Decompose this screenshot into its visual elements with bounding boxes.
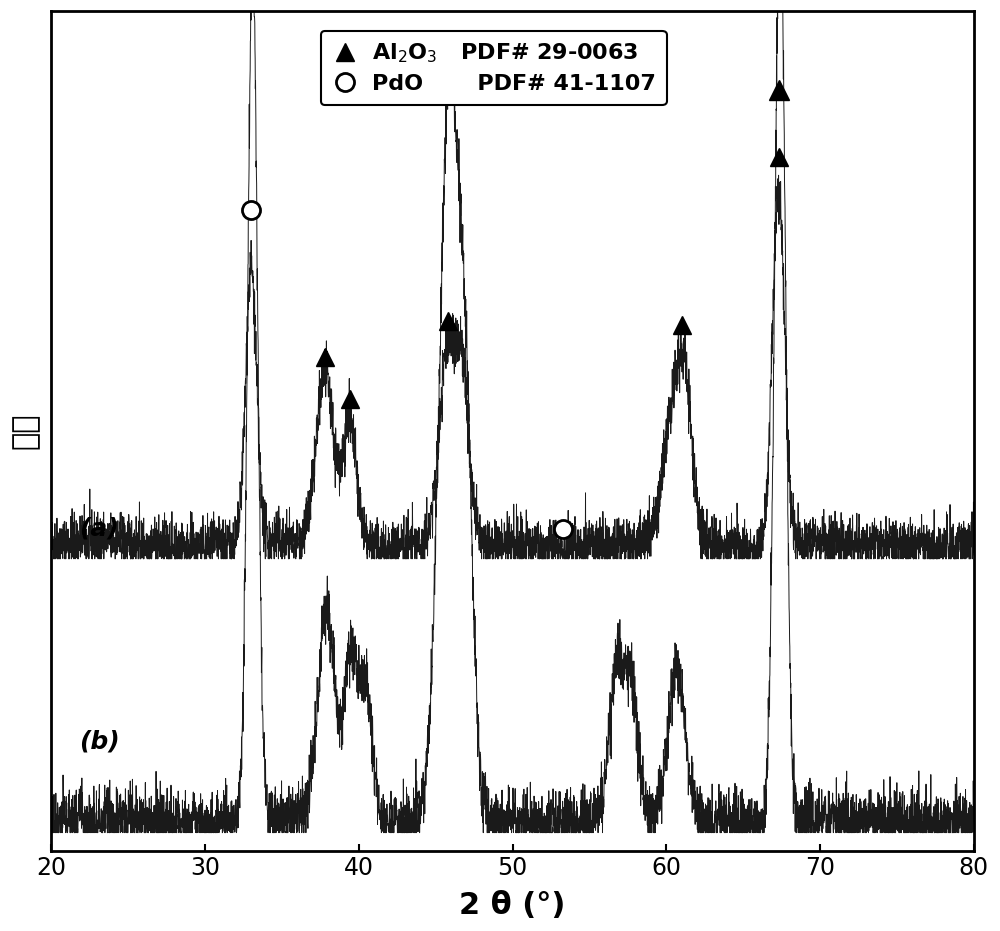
Text: (a): (a) [79,517,119,540]
Text: (b): (b) [79,729,120,753]
X-axis label: 2 θ (°): 2 θ (°) [459,891,566,920]
Legend: Al$_2$O$_3$   PDF# 29-0063, PdO       PDF# 41-1107: Al$_2$O$_3$ PDF# 29-0063, PdO PDF# 41-11… [321,31,667,105]
Y-axis label: 强度: 强度 [11,412,40,450]
